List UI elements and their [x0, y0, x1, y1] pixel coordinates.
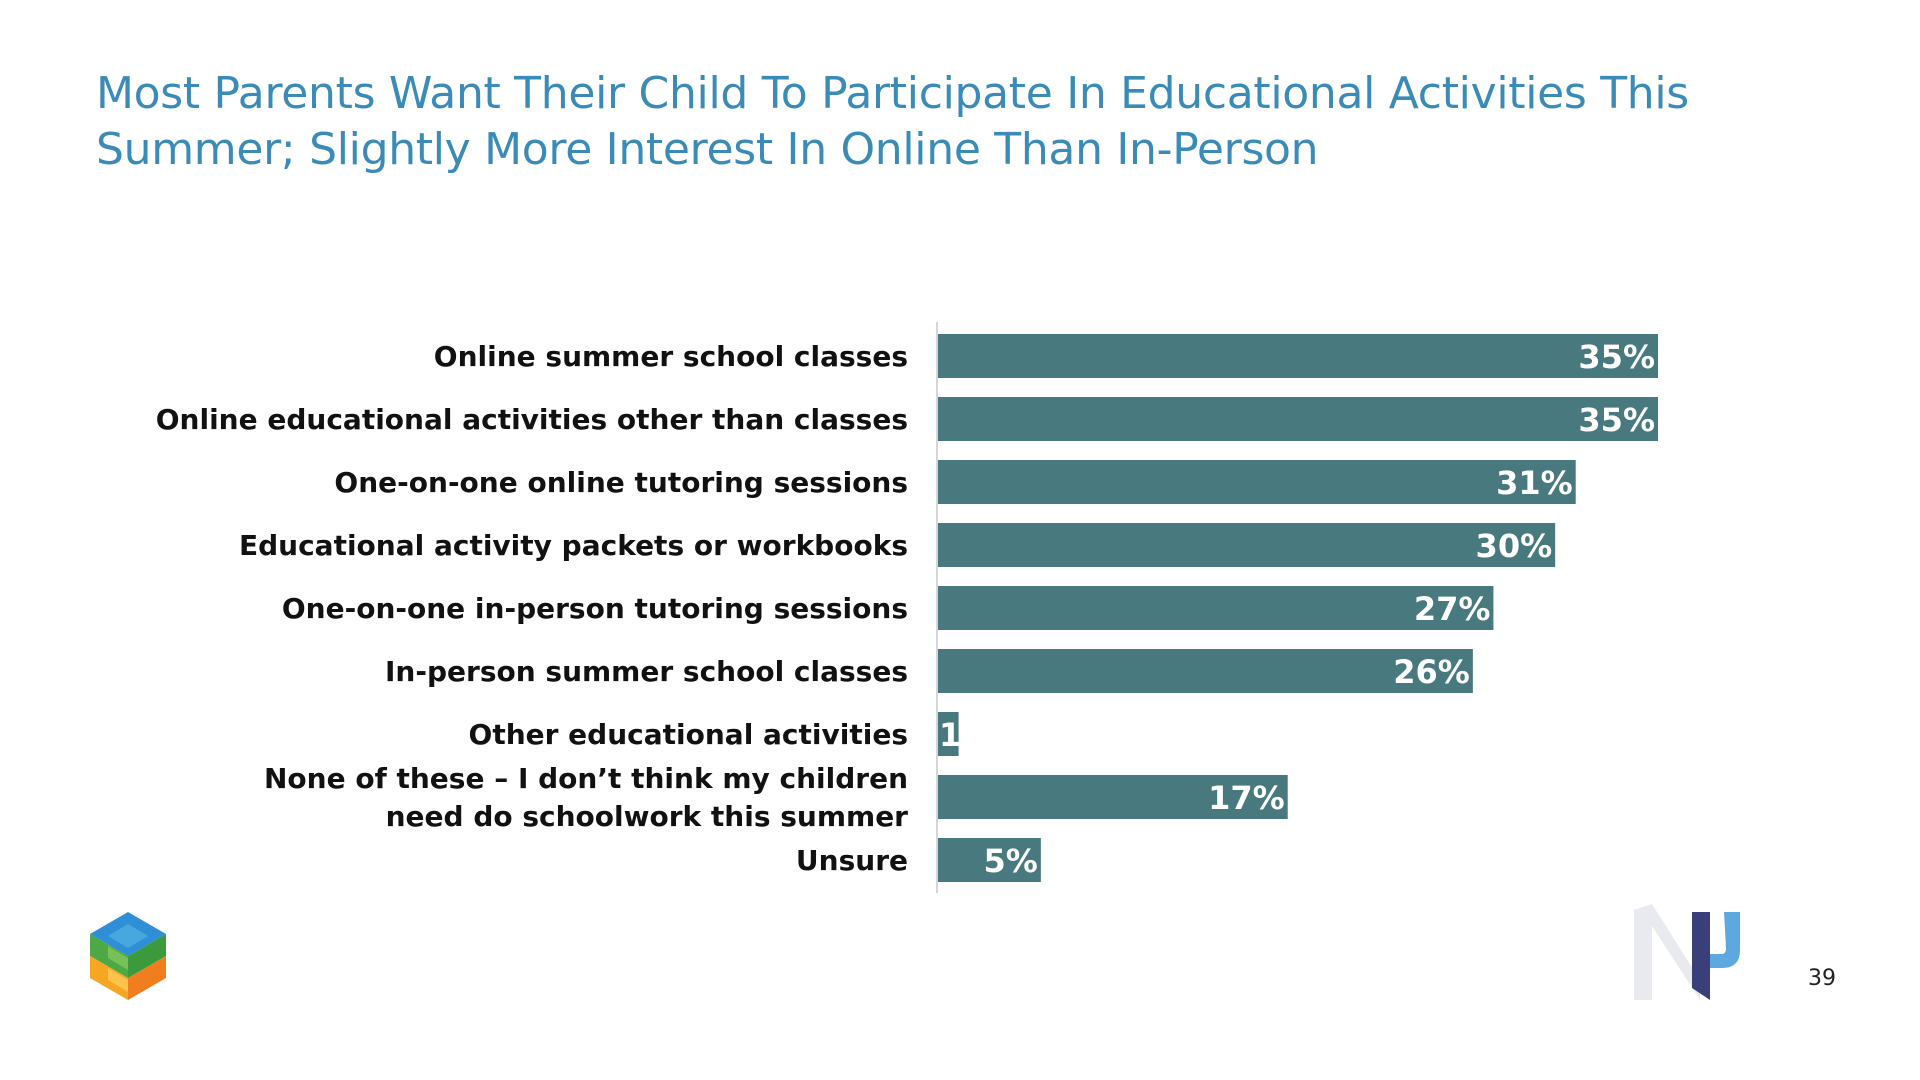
- bar-value-label: 26%: [1393, 653, 1470, 691]
- bar: [938, 460, 1576, 504]
- bar-value-label: 1%: [939, 716, 993, 754]
- category-label: Educational activity packets or workbook…: [239, 529, 908, 562]
- bar: [938, 712, 959, 756]
- category-label: Online summer school classes: [434, 340, 908, 373]
- bar-value-label: 30%: [1476, 527, 1553, 565]
- category-label: Unsure: [796, 844, 908, 877]
- np-logo-icon: [1630, 900, 1770, 1015]
- category-label: Online educational activities other than…: [156, 403, 908, 436]
- cube-logo-icon: [88, 910, 168, 1007]
- bar: [938, 586, 1494, 630]
- category-label: In-person summer school classes: [385, 655, 908, 688]
- bar: [938, 334, 1658, 378]
- bar: [938, 523, 1556, 567]
- bar-value-label: 31%: [1496, 464, 1573, 502]
- page-number: 39: [1808, 966, 1836, 991]
- category-label: need do schoolwork this summer: [386, 800, 909, 833]
- category-label: One-on-one in-person tutoring sessions: [282, 592, 908, 625]
- bar: [938, 649, 1473, 693]
- bar-value-label: 35%: [1578, 401, 1655, 439]
- bar: [938, 397, 1658, 441]
- category-label: Other educational activities: [469, 718, 908, 751]
- bar: [938, 838, 1041, 882]
- bar-value-label: 17%: [1208, 779, 1285, 817]
- category-label: None of these – I don’t think my childre…: [264, 762, 908, 795]
- category-label: One-on-one online tutoring sessions: [334, 466, 908, 499]
- bar: [938, 775, 1288, 819]
- bar-value-label: 5%: [984, 842, 1038, 880]
- slide-title: Most Parents Want Their Child To Partici…: [96, 68, 1689, 175]
- bar-value-label: 35%: [1578, 338, 1655, 376]
- bar-value-label: 27%: [1414, 590, 1491, 628]
